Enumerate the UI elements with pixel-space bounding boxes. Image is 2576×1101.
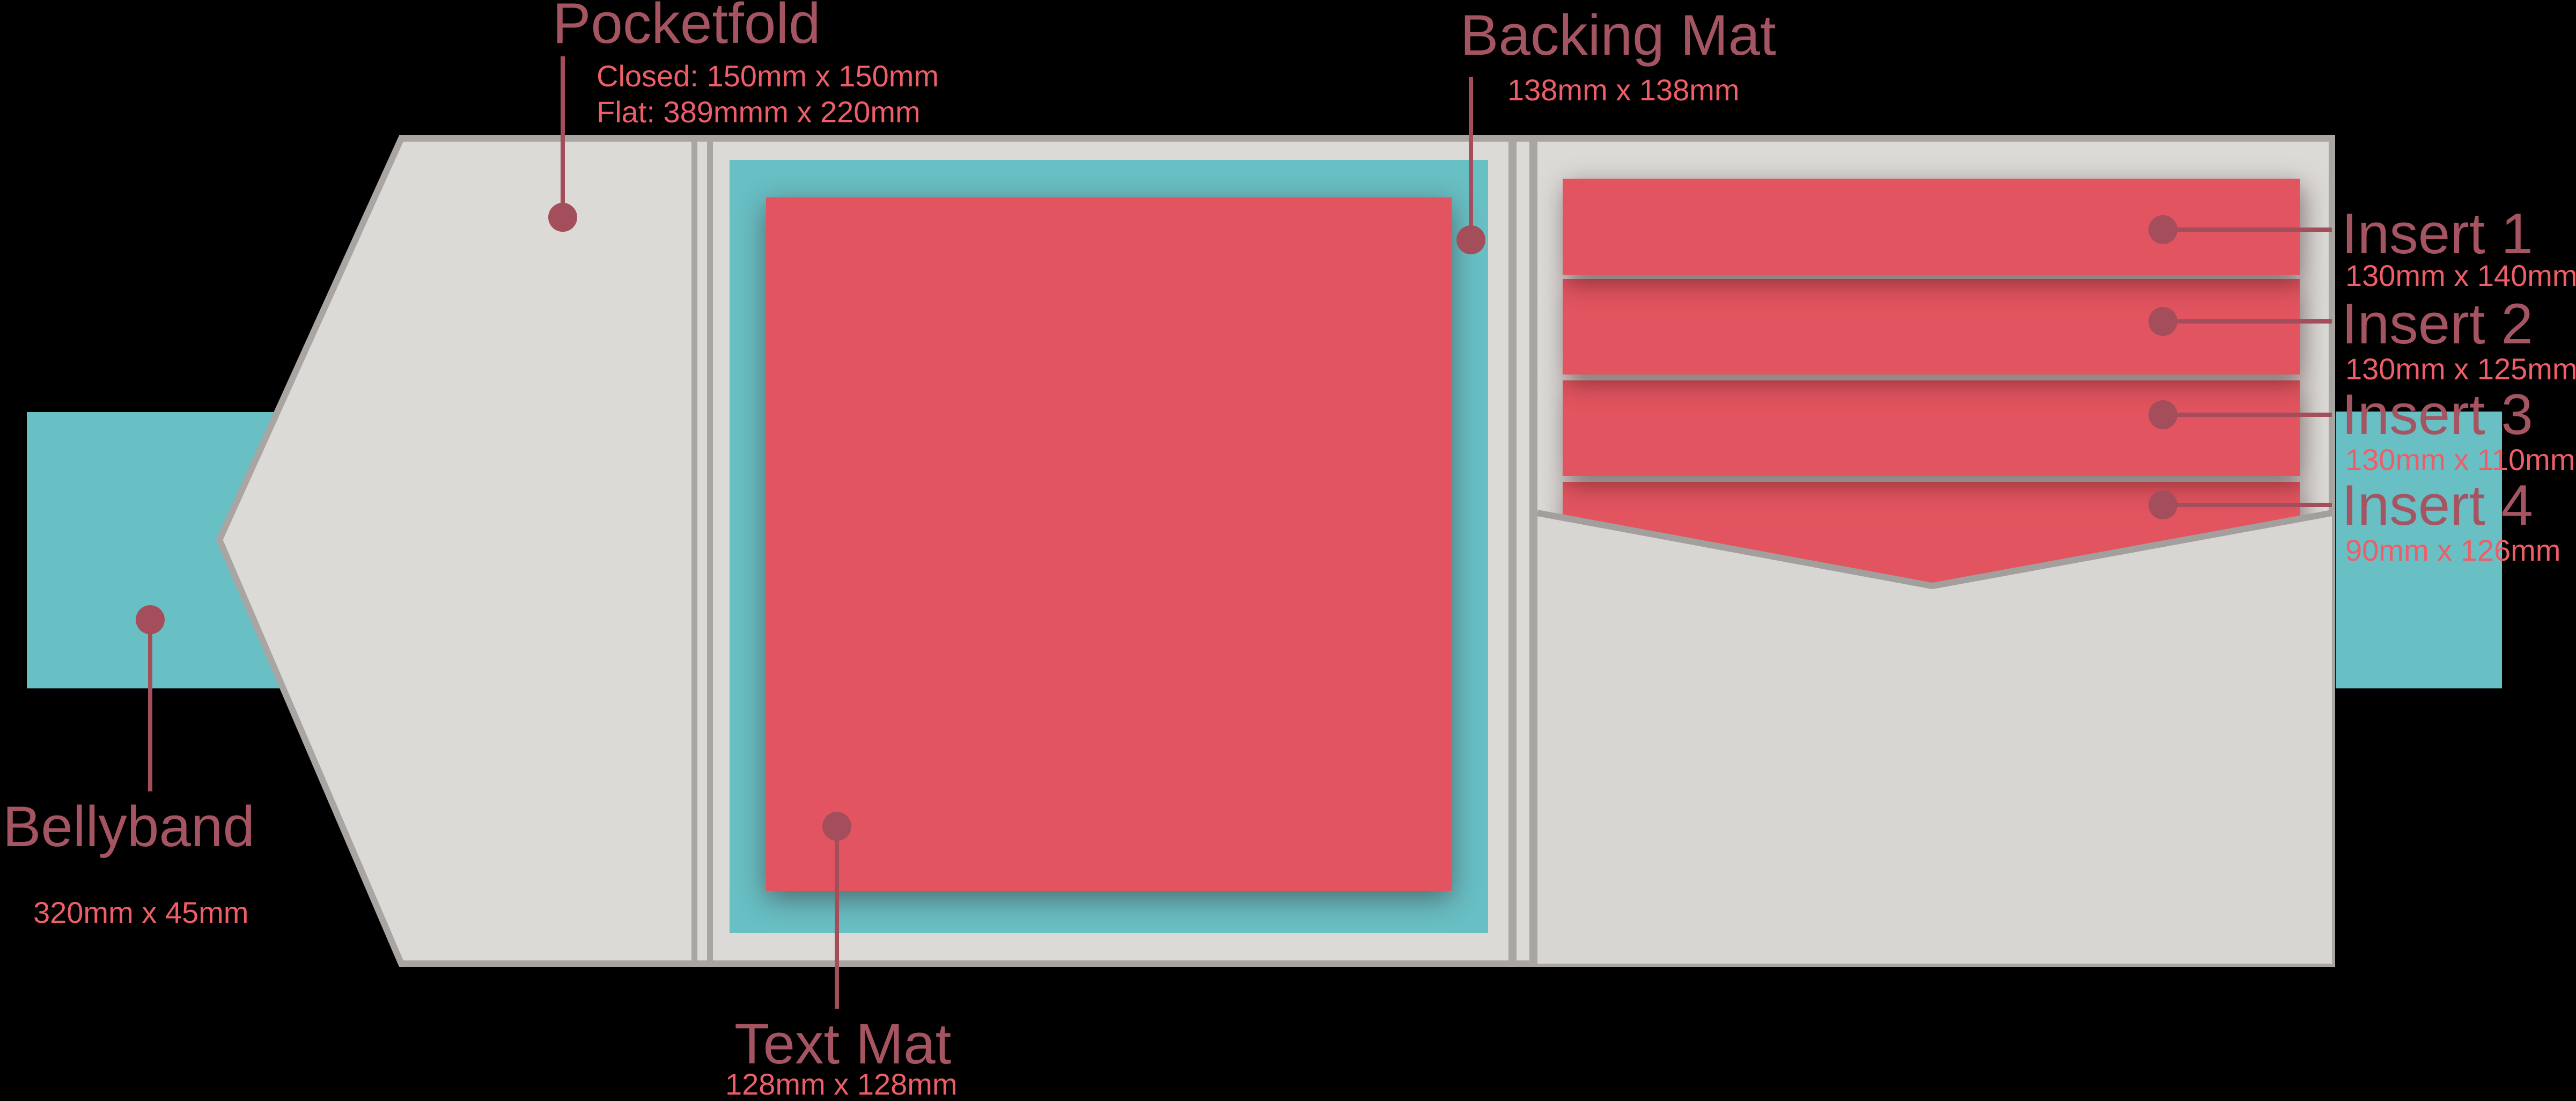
leader-dot-insert-2	[2148, 307, 2177, 336]
leader-line-insert-3	[2163, 413, 2332, 417]
pocketfold-label: Pocketfold	[553, 0, 821, 55]
leader-dot-insert-3	[2148, 400, 2177, 429]
bellyband-dims: 320mm x 45mm	[33, 896, 249, 929]
text-mat	[766, 197, 1452, 891]
leader-dot-pocketfold	[548, 203, 577, 232]
text-mat-dims: 128mm x 128mm	[725, 1067, 958, 1101]
leader-line-backing-mat	[1469, 77, 1473, 240]
insert-2	[1563, 279, 2300, 375]
leader-line-text-mat	[835, 826, 839, 1009]
pocketfold-dims-closed: Closed: 150mm x 150mm	[597, 59, 939, 93]
insert-2-dims: 130mm x 125mm	[2345, 352, 2576, 386]
pocket-edge	[1536, 510, 2333, 590]
fold-line	[707, 138, 713, 964]
bellyband-right-segment	[2336, 412, 2502, 688]
leader-line-insert-2	[2163, 319, 2332, 324]
leader-line-bellyband	[148, 620, 152, 791]
leader-line-insert-4	[2163, 503, 2332, 507]
leader-dot-backing-mat	[1456, 225, 1485, 254]
pocketfold-dims: Closed: 150mm x 150mm Flat: 389mmm x 220…	[597, 58, 939, 130]
leader-dot-text-mat	[822, 812, 851, 841]
leader-line-pocketfold	[561, 56, 565, 220]
insert-3-dims: 130mm x 110mm	[2345, 443, 2575, 476]
backing-mat-label: Backing Mat	[1460, 3, 1776, 67]
pocket	[1537, 513, 2332, 964]
backing-mat-dims: 138mm x 138mm	[1507, 73, 1740, 107]
insert-4-dims: 90mm x 126mm	[2345, 533, 2561, 567]
insert-3-label: Insert 3	[2342, 382, 2533, 446]
fold-line	[1529, 138, 1537, 964]
fold-line	[691, 138, 697, 964]
fold-line	[1508, 138, 1517, 964]
insert-2-label: Insert 2	[2342, 291, 2533, 356]
leader-dot-bellyband	[136, 605, 165, 634]
text-mat-label: Text Mat	[734, 1011, 952, 1076]
leader-line-insert-1	[2163, 227, 2332, 232]
leader-dot-insert-4	[2148, 490, 2177, 519]
insert-1	[1563, 179, 2300, 275]
leader-dot-insert-1	[2148, 215, 2177, 244]
insert-4-label: Insert 4	[2342, 473, 2533, 537]
insert-3	[1563, 380, 2300, 476]
bellyband-label: Bellyband	[3, 794, 255, 858]
insert-1-dims: 130mm x 140mm	[2345, 259, 2576, 292]
pocketfold-dims-flat: Flat: 389mmm x 220mm	[597, 95, 921, 129]
insert-1-label: Insert 1	[2342, 201, 2533, 266]
